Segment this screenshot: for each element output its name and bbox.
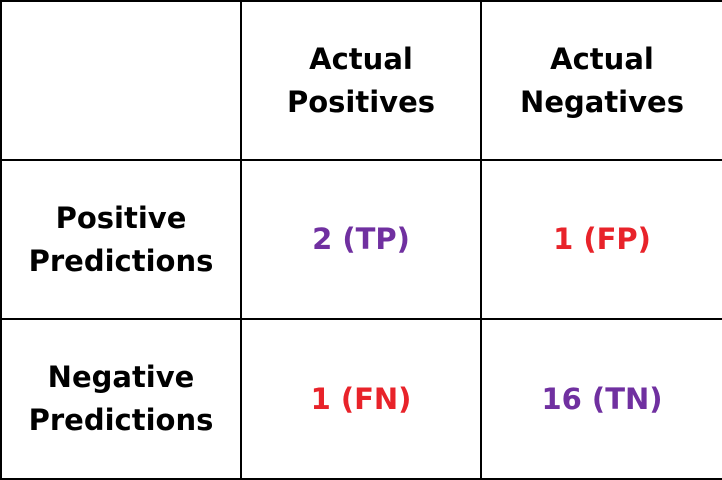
cell-value: 1 (FN): [310, 381, 412, 416]
header-row: Actual Positives Actual Negatives: [0, 0, 722, 161]
column-header-line: Negatives: [520, 84, 684, 119]
cell-true-negative: 16 (TN): [480, 318, 722, 480]
cell-value: 1 (FP): [553, 222, 651, 256]
row-header-positive-predictions: Positive Predictions: [0, 159, 242, 320]
row-header-line: Negative: [47, 360, 195, 394]
column-header-actual-negatives: Actual Negatives: [480, 0, 722, 161]
column-header-line: Actual: [550, 41, 654, 76]
table-row: Negative Predictions 1 (FN) 16 (TN): [0, 318, 722, 480]
row-header-negative-predictions: Negative Predictions: [0, 318, 242, 480]
row-header-line: Predictions: [28, 403, 214, 437]
column-header-line: Positives: [286, 84, 436, 119]
cell-true-positive: 2 (TP): [240, 159, 482, 320]
table-row: Positive Predictions 2 (TP) 1 (FP): [0, 159, 722, 320]
cell-value: 16 (TN): [541, 381, 663, 416]
row-header-line: Positive: [55, 200, 187, 235]
column-header-actual-positives: Actual Positives: [240, 0, 482, 161]
column-header-line: Actual: [309, 41, 413, 76]
cell-value: 2 (TP): [312, 222, 410, 256]
row-header-line: Predictions: [28, 243, 214, 278]
cell-false-negative: 1 (FN): [240, 318, 482, 480]
corner-cell: [0, 0, 242, 161]
cell-false-positive: 1 (FP): [480, 159, 722, 320]
